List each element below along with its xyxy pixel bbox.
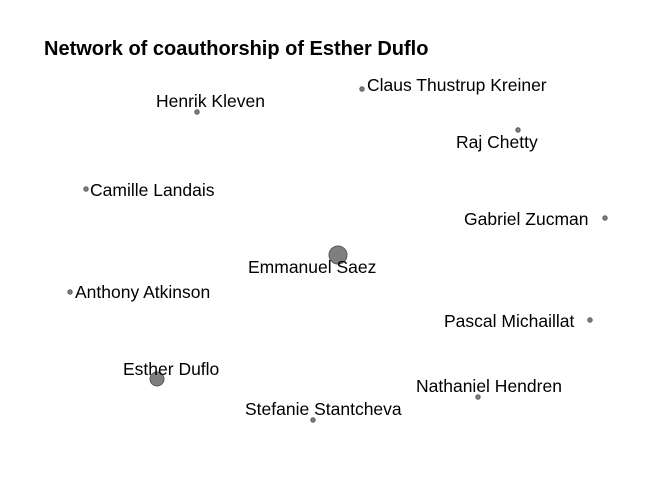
node-dot-henrik-kleven xyxy=(194,109,200,115)
node-label-esther-duflo: Esther Duflo xyxy=(123,359,219,379)
node-dot-pascal-michaillat xyxy=(587,317,593,323)
node-label-raj-chetty: Raj Chetty xyxy=(456,132,538,152)
node-label-pascal-michaillat: Pascal Michaillat xyxy=(444,311,574,331)
node-label-claus-thustrup-kreiner: Claus Thustrup Kreiner xyxy=(367,75,547,95)
node-henrik-kleven: Henrik Kleven xyxy=(156,91,265,115)
node-pascal-michaillat: Pascal Michaillat xyxy=(444,311,593,331)
node-label-nathaniel-hendren: Nathaniel Hendren xyxy=(416,376,562,396)
node-dot-anthony-atkinson xyxy=(67,289,73,295)
node-nathaniel-hendren: Nathaniel Hendren xyxy=(416,376,562,400)
nodes-layer: Henrik Kleven Claus Thustrup Kreiner Raj C… xyxy=(67,75,608,423)
node-dot-raj-chetty xyxy=(515,127,521,133)
node-gabriel-zucman: Gabriel Zucman xyxy=(464,209,608,229)
node-anthony-atkinson: Anthony Atkinson xyxy=(67,282,210,302)
node-raj-chetty: Raj Chetty xyxy=(456,127,538,152)
node-dot-esther-duflo xyxy=(149,371,165,387)
node-camille-landais: Camille Landais xyxy=(83,180,215,200)
node-label-camille-landais: Camille Landais xyxy=(90,180,215,200)
node-emmanuel-saez: Emmanuel Saez xyxy=(248,245,376,277)
node-label-anthony-atkinson: Anthony Atkinson xyxy=(75,282,210,302)
node-dot-camille-landais xyxy=(83,186,89,192)
node-dot-stefanie-stantcheva xyxy=(310,417,316,423)
node-dot-emmanuel-saez xyxy=(328,245,348,265)
node-dot-gabriel-zucman xyxy=(602,215,608,221)
node-label-stefanie-stantcheva: Stefanie Stantcheva xyxy=(245,399,402,419)
node-label-henrik-kleven: Henrik Kleven xyxy=(156,91,265,111)
diagram-title: Network of coauthorship of Esther Duflo xyxy=(44,38,428,60)
node-stefanie-stantcheva: Stefanie Stantcheva xyxy=(245,399,402,423)
node-esther-duflo: Esther Duflo xyxy=(123,359,219,387)
node-label-gabriel-zucman: Gabriel Zucman xyxy=(464,209,589,229)
node-dot-nathaniel-hendren xyxy=(475,394,481,400)
node-claus-thustrup-kreiner: Claus Thustrup Kreiner xyxy=(359,75,547,95)
node-dot-claus-thustrup-kreiner xyxy=(359,86,365,92)
node-label-emmanuel-saez: Emmanuel Saez xyxy=(248,257,376,277)
